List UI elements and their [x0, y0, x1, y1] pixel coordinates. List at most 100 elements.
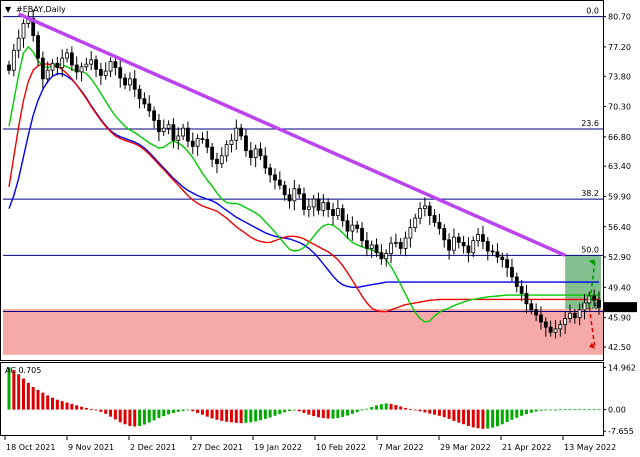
date-axis: 18 Oct 2021 9 Nov 2021 2 Dec 2021 27 Dec 20… — [4, 436, 616, 452]
candle-body — [103, 70, 108, 76]
oscillator-bar — [157, 409, 161, 419]
candle-body — [282, 184, 287, 196]
candle-body — [331, 209, 335, 216]
oscillator-bar — [355, 409, 359, 413]
candle-body — [355, 224, 360, 229]
oscillator-bar — [389, 403, 393, 410]
candle-body — [437, 222, 442, 229]
candle-body — [84, 63, 89, 68]
oscillator-bar — [75, 405, 79, 410]
oscillator-bar — [442, 409, 446, 418]
oscillator-bar — [515, 409, 519, 418]
price-tick-label: 77.20 — [608, 43, 631, 52]
oscillator-bar — [142, 409, 146, 425]
date-tick-label: 10 Feb 2022 — [316, 443, 366, 452]
oscillator-bar — [22, 378, 26, 410]
oscillator-bar — [302, 409, 306, 413]
candle-body — [224, 144, 229, 157]
oscillator-bar — [399, 406, 403, 410]
candle-body — [510, 267, 514, 278]
oscillator-bar — [582, 409, 586, 411]
oscillator-bar — [205, 409, 209, 417]
oscillator-bar — [452, 409, 456, 421]
candle-body — [195, 138, 200, 147]
oscillator-bar — [118, 409, 122, 423]
oscillator-bar — [186, 409, 190, 411]
candle-body — [384, 253, 389, 260]
candle-body — [239, 127, 244, 137]
candle-body — [152, 110, 156, 121]
oscillator-bar — [457, 409, 461, 423]
osc-tick-label: 0.00 — [608, 406, 626, 415]
candle-body — [364, 240, 369, 249]
candle-body — [476, 234, 480, 242]
candle-body — [200, 138, 205, 140]
oscillator-bar — [466, 409, 470, 426]
candle-body — [514, 276, 519, 287]
chart-title: #EBAY,Daily — [16, 5, 66, 14]
oscillator-bar — [297, 409, 301, 412]
candle-body — [340, 208, 345, 222]
candle-body — [452, 236, 456, 251]
oscillator-bar — [283, 409, 287, 413]
oscillator-bar — [321, 409, 325, 419]
oscillator-bar — [500, 409, 504, 425]
price-tick-label: 52.90 — [608, 253, 631, 262]
oscillator-bar — [481, 409, 485, 429]
oscillator-bar — [433, 409, 437, 415]
candle-body — [369, 244, 374, 249]
candle-body — [253, 148, 258, 158]
oscillator-bar — [341, 409, 345, 417]
candle-body — [94, 59, 98, 70]
candle-body — [137, 88, 142, 100]
candle-body — [495, 251, 500, 258]
fib-label: 0.0 — [586, 7, 599, 16]
candle-body — [408, 227, 413, 239]
oscillator-bar — [437, 409, 441, 416]
candle-body — [490, 250, 495, 253]
candle-body — [161, 127, 166, 133]
candle-body — [326, 202, 331, 210]
oscillator-bar — [128, 409, 132, 426]
candle-body — [132, 78, 137, 90]
oscillator-bar — [413, 409, 417, 411]
oscillator-label: AC 0.705 — [5, 366, 41, 375]
oscillator-bar — [12, 370, 16, 410]
candle-body — [258, 148, 263, 157]
candle-body — [529, 303, 534, 311]
price-tick-label: 66.80 — [608, 133, 631, 142]
oscillator-bar — [312, 409, 316, 417]
oscillator-bar — [147, 409, 151, 423]
candle-body — [268, 167, 273, 176]
oscillator-bar — [404, 407, 408, 410]
bullish-forecast-arrow — [588, 259, 596, 308]
candle-body — [398, 241, 403, 249]
candle-body — [558, 324, 563, 330]
candle-body — [50, 62, 55, 71]
candle-body — [215, 158, 219, 165]
candle-body — [321, 202, 326, 211]
candle-body — [306, 206, 311, 210]
oscillator-bar — [428, 409, 432, 414]
oscillator-bar — [558, 409, 562, 411]
oscillator-bar — [350, 409, 354, 414]
candle-body — [302, 193, 306, 210]
forecast-arrows — [588, 259, 596, 349]
downtrend-line — [17, 12, 566, 257]
price-tick-label: 63.40 — [608, 162, 631, 171]
candle-body — [534, 309, 539, 316]
oscillator-bar — [495, 409, 499, 427]
candle-body — [360, 228, 364, 242]
oscillator-bar — [529, 409, 533, 413]
candle-body — [500, 256, 505, 261]
candle-body — [374, 244, 379, 254]
title-arrow-icon: ▼ — [5, 5, 12, 14]
candle-body — [108, 61, 113, 72]
candle-body — [485, 241, 490, 252]
price-tick-label: 80.70 — [608, 13, 631, 22]
candle-body — [582, 302, 587, 311]
candle-body — [539, 314, 543, 323]
candle-body — [171, 124, 176, 141]
candle-body — [74, 64, 79, 73]
